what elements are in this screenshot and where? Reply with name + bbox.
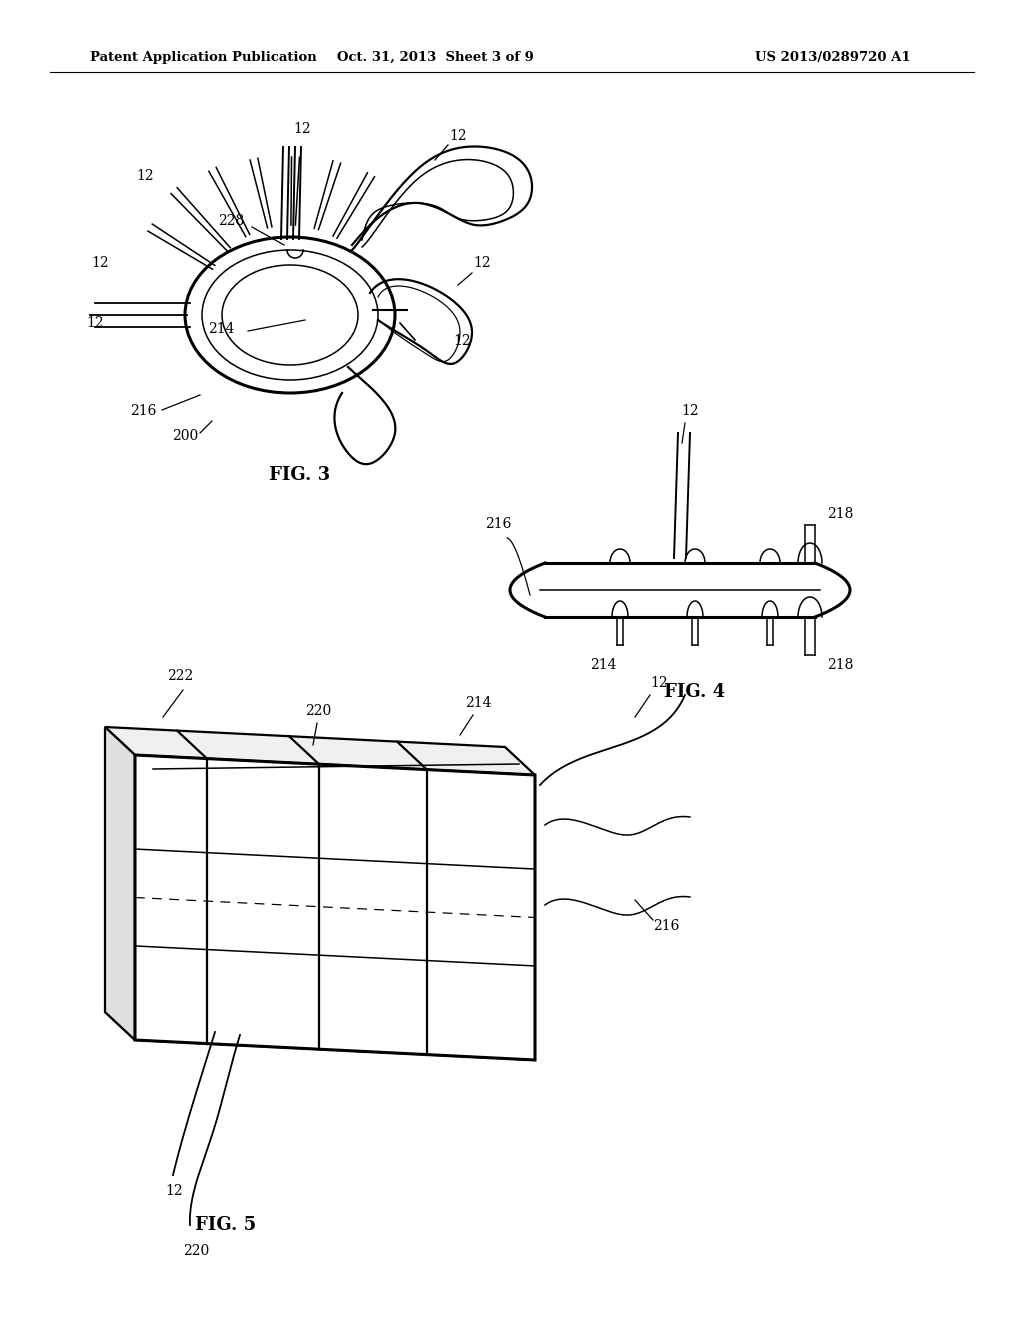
Text: 12: 12: [293, 121, 311, 136]
Text: 12: 12: [473, 256, 490, 271]
Text: 214: 214: [465, 696, 492, 710]
Text: 12: 12: [450, 129, 467, 143]
Text: 12: 12: [681, 404, 698, 418]
Text: 218: 218: [827, 657, 853, 672]
Polygon shape: [105, 1012, 535, 1060]
Text: 214: 214: [209, 322, 234, 337]
Text: 228: 228: [218, 214, 245, 228]
Polygon shape: [105, 727, 535, 775]
Polygon shape: [105, 727, 135, 1040]
Text: 216: 216: [130, 404, 157, 418]
Text: 216: 216: [485, 517, 511, 531]
Text: US 2013/0289720 A1: US 2013/0289720 A1: [755, 50, 910, 63]
Text: 220: 220: [305, 704, 331, 718]
Text: 200: 200: [172, 429, 199, 444]
Text: 12: 12: [165, 1184, 182, 1199]
Text: Oct. 31, 2013  Sheet 3 of 9: Oct. 31, 2013 Sheet 3 of 9: [337, 50, 534, 63]
Text: 220: 220: [183, 1243, 209, 1258]
Text: 12: 12: [454, 334, 471, 348]
Text: 216: 216: [653, 919, 679, 933]
Text: 12: 12: [86, 315, 103, 330]
Text: 12: 12: [136, 169, 154, 183]
Text: FIG. 4: FIG. 4: [665, 682, 726, 701]
Text: Patent Application Publication: Patent Application Publication: [90, 50, 316, 63]
Text: 12: 12: [91, 256, 109, 271]
Text: FIG. 3: FIG. 3: [269, 466, 331, 484]
Text: 12: 12: [650, 676, 668, 690]
Text: 218: 218: [827, 507, 853, 521]
Text: 214: 214: [590, 657, 616, 672]
Text: FIG. 5: FIG. 5: [195, 1216, 256, 1234]
Polygon shape: [135, 755, 535, 1060]
Text: 222: 222: [167, 669, 194, 682]
